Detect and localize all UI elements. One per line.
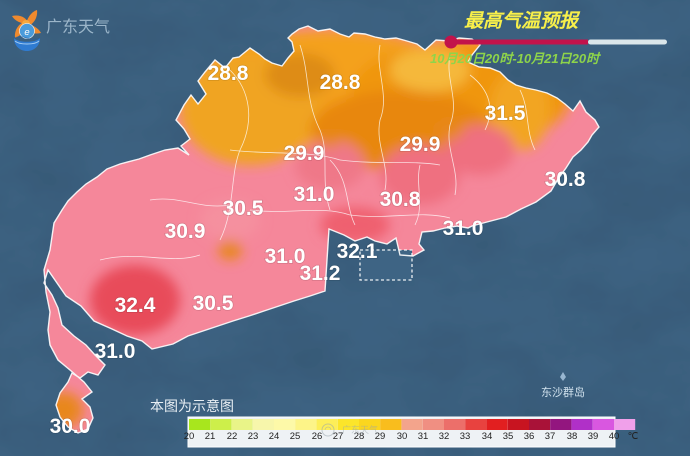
svg-text:28.8: 28.8 [208,62,249,85]
svg-text:36: 36 [524,431,535,442]
svg-text:33: 33 [460,431,471,442]
svg-text:34: 34 [482,431,493,442]
svg-text:31.0: 31.0 [95,340,136,363]
svg-text:10月20日20时-10月21日20时: 10月20日20时-10月21日20时 [430,51,601,66]
svg-text:31.2: 31.2 [300,262,341,285]
svg-text:31: 31 [418,431,429,442]
svg-text:29.9: 29.9 [284,142,325,165]
svg-text:23: 23 [248,431,259,442]
svg-text:22: 22 [227,431,238,442]
svg-text:38: 38 [567,431,578,442]
svg-text:广东天气: 广东天气 [46,18,110,36]
svg-text:本图为示意图: 本图为示意图 [150,398,234,414]
svg-text:最高气温预报: 最高气温预报 [464,10,581,32]
svg-text:35: 35 [503,431,514,442]
svg-text:32: 32 [439,431,450,442]
svg-text:37: 37 [545,431,556,442]
svg-text:25: 25 [290,431,301,442]
svg-text:30.8: 30.8 [545,168,586,191]
svg-text:32.4: 32.4 [115,294,156,317]
svg-text:26: 26 [312,431,323,442]
svg-text:e: e [24,27,29,38]
svg-text:21: 21 [205,431,216,442]
svg-text:℃: ℃ [628,431,639,442]
svg-text:20: 20 [184,431,195,442]
svg-text:40: 40 [609,431,620,442]
svg-text:30: 30 [397,431,408,442]
svg-text:24: 24 [269,431,280,442]
svg-text:东沙群岛: 东沙群岛 [541,385,585,399]
svg-text:30.5: 30.5 [193,292,234,315]
svg-text:30.9: 30.9 [165,220,206,243]
svg-text:28.8: 28.8 [320,71,361,94]
svg-text:广东天气: 广东天气 [342,424,378,435]
svg-text:31.5: 31.5 [485,102,526,125]
svg-text:31.0: 31.0 [294,183,335,206]
svg-text:39: 39 [588,431,599,442]
svg-text:29.9: 29.9 [400,133,441,156]
svg-text:30.5: 30.5 [223,197,264,220]
svg-text:31.0: 31.0 [443,217,484,240]
svg-text:32.1: 32.1 [337,240,378,263]
svg-text:30.8: 30.8 [380,188,421,211]
svg-text:30.0: 30.0 [50,415,91,438]
